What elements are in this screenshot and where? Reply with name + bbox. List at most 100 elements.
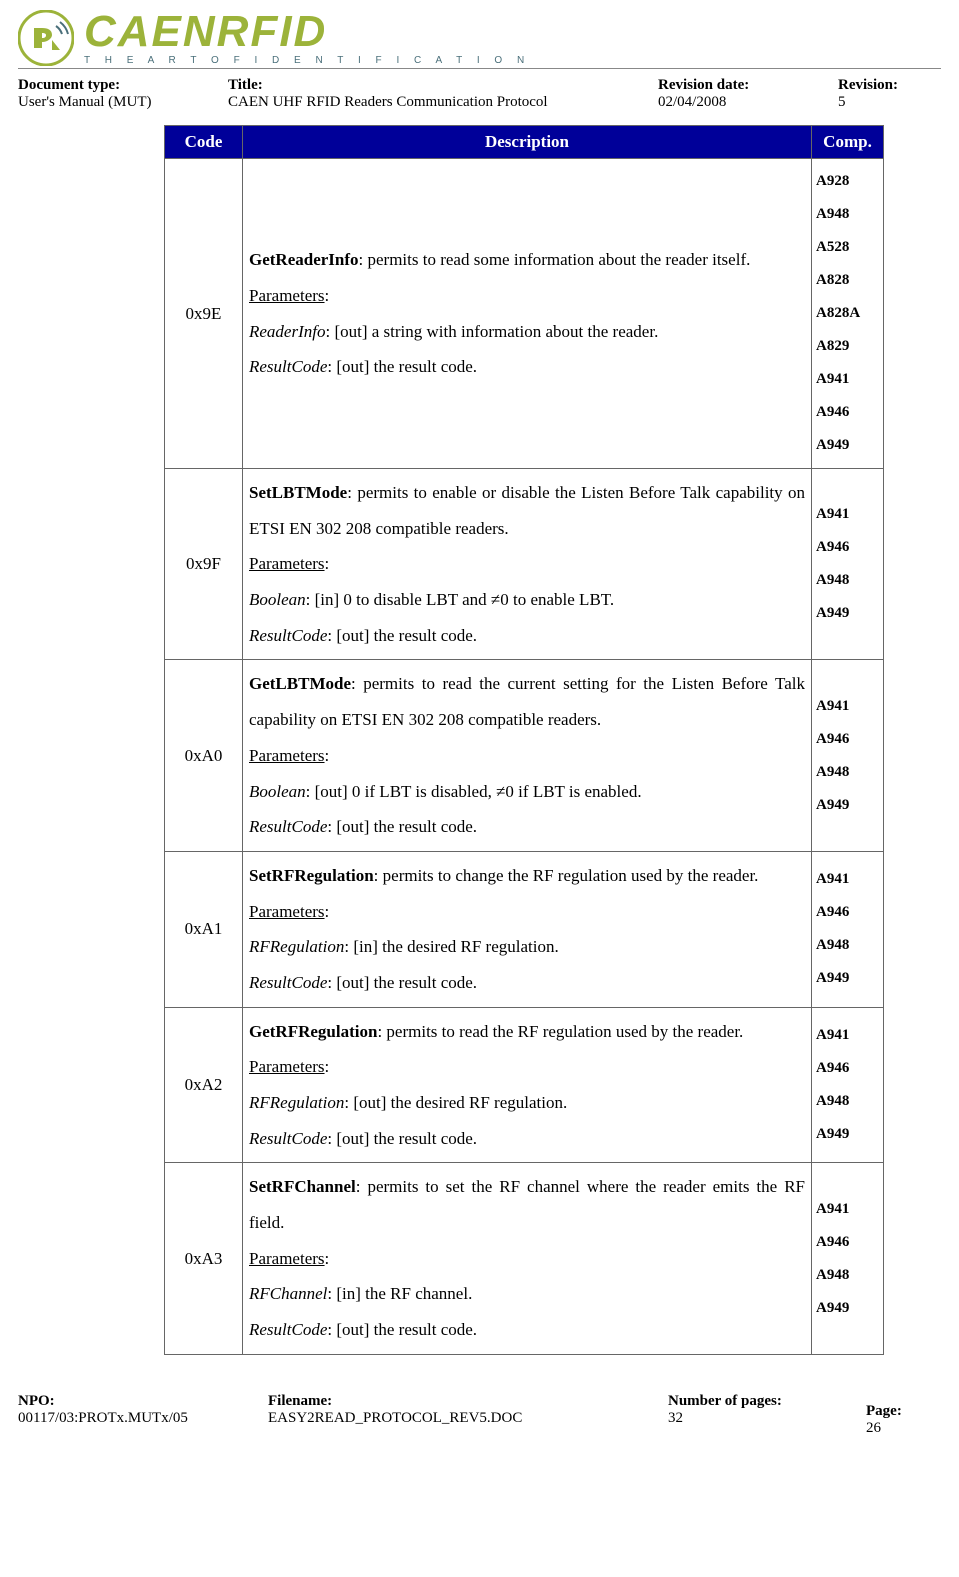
comp-model: A946 [816, 1226, 879, 1259]
code-cell: 0xA2 [165, 1007, 243, 1163]
doctype-label: Document type: [18, 77, 208, 94]
comp-model: A828 [816, 264, 879, 297]
comp-model: A829 [816, 330, 879, 363]
meta-revdate: Revision date: 02/04/2008 [658, 77, 838, 111]
footer-numpages: Number of pages: 32 [668, 1393, 848, 1447]
comp-model: A948 [816, 929, 879, 962]
numpages-label: Number of pages: [668, 1393, 828, 1410]
logo-main-text: CAENRFID [84, 10, 530, 54]
param-name: RFChannel [249, 1284, 327, 1303]
meta-doctype: Document type: User's Manual (MUT) [18, 77, 228, 111]
revision-value: 5 [838, 94, 918, 111]
parameters-heading: Parameters [249, 1057, 325, 1076]
parameters-heading: Parameters [249, 286, 325, 305]
command-name: SetLBTMode [249, 483, 347, 502]
comp-model: A946 [816, 396, 879, 429]
codes-table: Code Description Comp. 0x9EGetReaderInfo… [164, 125, 884, 1355]
meta-revision: Revision: 5 [838, 77, 938, 111]
revdate-label: Revision date: [658, 77, 818, 94]
comp-model: A528 [816, 231, 879, 264]
numpages-value: 32 [668, 1410, 828, 1427]
header-description: Description [243, 126, 812, 159]
comp-model: A948 [816, 756, 879, 789]
header-comp: Comp. [812, 126, 884, 159]
logo-header: CAENRFID T H E A R T O F I D E N T I F I… [18, 10, 941, 69]
meta-title: Title: CAEN UHF RFID Readers Communicati… [228, 77, 658, 111]
code-cell: 0xA1 [165, 851, 243, 1007]
comp-model: A946 [816, 1052, 879, 1085]
param-name: RFRegulation [249, 937, 344, 956]
comp-model: A941 [816, 498, 879, 531]
parameters-heading: Parameters [249, 1249, 325, 1268]
code-cell: 0xA3 [165, 1163, 243, 1354]
page-label: Page: [866, 1403, 908, 1420]
code-cell: 0x9E [165, 159, 243, 469]
param-name: Boolean [249, 782, 306, 801]
parameters-heading: Parameters [249, 746, 325, 765]
title-value: CAEN UHF RFID Readers Communication Prot… [228, 94, 638, 111]
logo-text: CAENRFID T H E A R T O F I D E N T I F I… [84, 10, 530, 66]
comp-model: A941 [816, 863, 879, 896]
description-cell: GetReaderInfo: permits to read some info… [243, 159, 812, 469]
code-cell: 0x9F [165, 469, 243, 660]
revdate-value: 02/04/2008 [658, 94, 818, 111]
compatibility-cell: A941A946A948A949 [812, 851, 884, 1007]
compatibility-cell: A941A946A948A949 [812, 660, 884, 851]
npo-label: NPO: [18, 1393, 248, 1410]
command-name: SetRFRegulation [249, 866, 374, 885]
description-cell: SetRFChannel: permits to set the RF chan… [243, 1163, 812, 1354]
param-name: ResultCode [249, 817, 327, 836]
comp-model: A928 [816, 165, 879, 198]
comp-model: A949 [816, 597, 879, 630]
description-cell: GetRFRegulation: permits to read the RF … [243, 1007, 812, 1163]
param-name: ResultCode [249, 1320, 327, 1339]
code-cell: 0xA0 [165, 660, 243, 851]
compatibility-cell: A941A946A948A949 [812, 1007, 884, 1163]
parameters-heading: Parameters [249, 554, 325, 573]
param-name: ResultCode [249, 626, 327, 645]
comp-model: A949 [816, 429, 879, 462]
description-cell: SetLBTMode: permits to enable or disable… [243, 469, 812, 660]
comp-model: A948 [816, 198, 879, 231]
footer-npo: NPO: 00117/03:PROTx.MUTx/05 [18, 1393, 268, 1447]
logo-tagline: T H E A R T O F I D E N T I F I C A T I … [84, 56, 530, 66]
filename-label: Filename: [268, 1393, 648, 1410]
description-cell: GetLBTMode: permits to read the current … [243, 660, 812, 851]
param-name: ResultCode [249, 1129, 327, 1148]
logo-icon [18, 10, 74, 66]
param-name: Boolean [249, 590, 306, 609]
compatibility-cell: A928A948A528A828A828AA829A941A946A949 [812, 159, 884, 469]
table-row: 0xA0GetLBTMode: permits to read the curr… [165, 660, 884, 851]
title-label: Title: [228, 77, 638, 94]
table-row: 0xA1SetRFRegulation: permits to change t… [165, 851, 884, 1007]
comp-model: A941 [816, 1019, 879, 1052]
header-code: Code [165, 126, 243, 159]
comp-model: A948 [816, 1259, 879, 1292]
comp-model: A946 [816, 531, 879, 564]
table-row: 0x9EGetReaderInfo: permits to read some … [165, 159, 884, 469]
compatibility-cell: A941A946A948A949 [812, 469, 884, 660]
parameters-heading: Parameters [249, 902, 325, 921]
footer-metadata: NPO: 00117/03:PROTx.MUTx/05 Filename: EA… [18, 1393, 941, 1447]
comp-model: A941 [816, 1193, 879, 1226]
header-metadata: Document type: User's Manual (MUT) Title… [18, 77, 941, 111]
doctype-value: User's Manual (MUT) [18, 94, 208, 111]
filename-value: EASY2READ_PROTOCOL_REV5.DOC [268, 1410, 648, 1427]
comp-model: A949 [816, 1292, 879, 1325]
param-name: RFRegulation [249, 1093, 344, 1112]
compatibility-cell: A941A946A948A949 [812, 1163, 884, 1354]
comp-model: A948 [816, 1085, 879, 1118]
command-name: GetLBTMode [249, 674, 351, 693]
table-row: 0xA2GetRFRegulation: permits to read the… [165, 1007, 884, 1163]
comp-model: A941 [816, 690, 879, 723]
page-value: 26 [866, 1420, 908, 1437]
footer-filename: Filename: EASY2READ_PROTOCOL_REV5.DOC [268, 1393, 668, 1447]
document-page: CAENRFID T H E A R T O F I D E N T I F I… [0, 0, 959, 1457]
param-name: ResultCode [249, 357, 327, 376]
comp-model: A946 [816, 723, 879, 756]
comp-model: A949 [816, 1118, 879, 1151]
table-header-row: Code Description Comp. [165, 126, 884, 159]
command-name: SetRFChannel [249, 1177, 356, 1196]
revision-label: Revision: [838, 77, 918, 94]
param-name: ReaderInfo [249, 322, 325, 341]
